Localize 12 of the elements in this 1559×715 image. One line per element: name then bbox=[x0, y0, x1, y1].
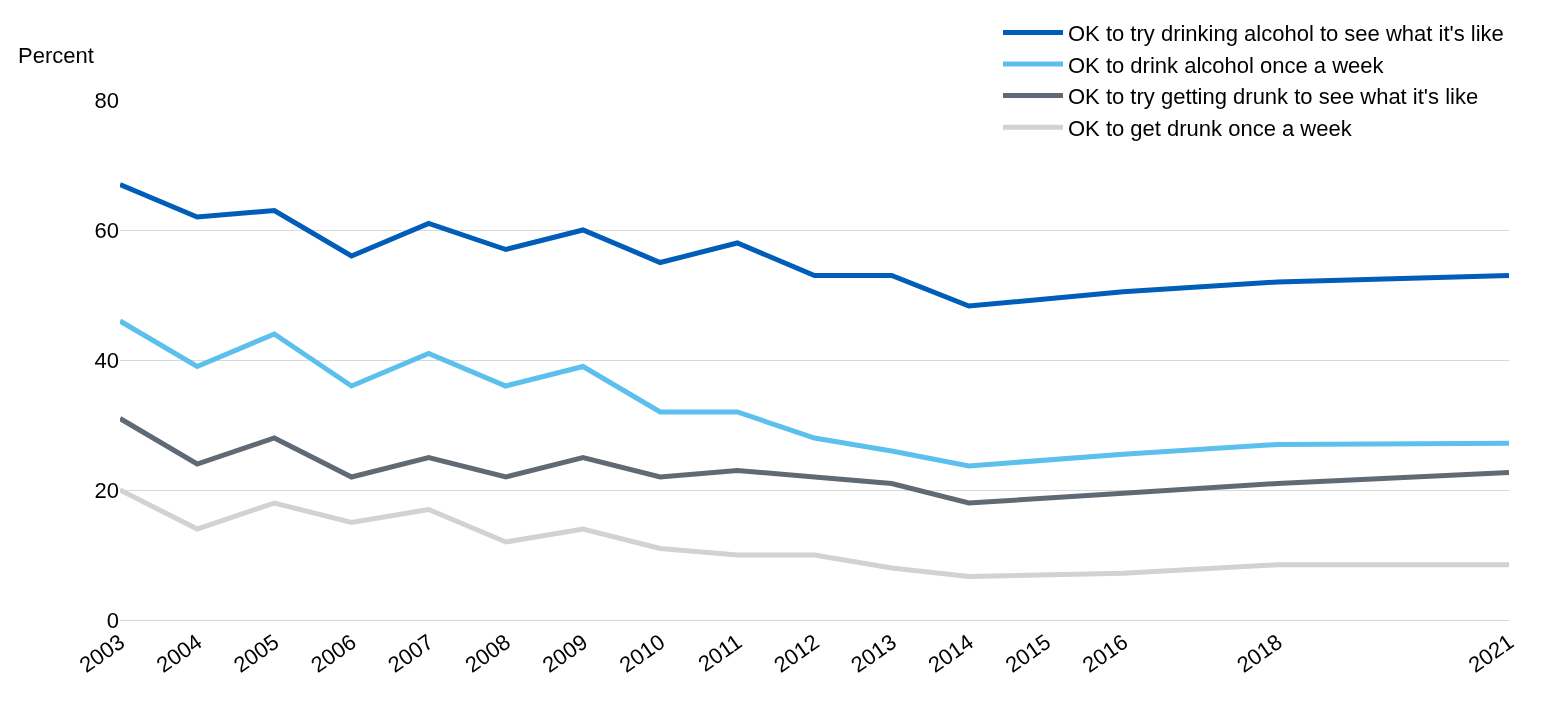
legend-label: OK to try drinking alcohol to see what it's like bbox=[1068, 20, 1504, 46]
y-tick-label: 40 bbox=[94, 347, 119, 373]
legend-label: OK to drink alcohol once a week bbox=[1068, 52, 1385, 78]
x-tick-label: 2021 bbox=[1463, 629, 1519, 678]
x-tick-label: 2011 bbox=[693, 629, 747, 677]
legend-label: OK to get drunk once a week bbox=[1068, 115, 1353, 141]
y-tick-label: 20 bbox=[94, 477, 119, 503]
y-tick-label: 0 bbox=[106, 607, 119, 633]
y-tick-label: 60 bbox=[94, 217, 119, 243]
legend-label: OK to try getting drunk to see what it's like bbox=[1068, 84, 1479, 110]
y-axis-title: Percent bbox=[18, 43, 94, 68]
y-tick-label: 80 bbox=[94, 87, 119, 113]
